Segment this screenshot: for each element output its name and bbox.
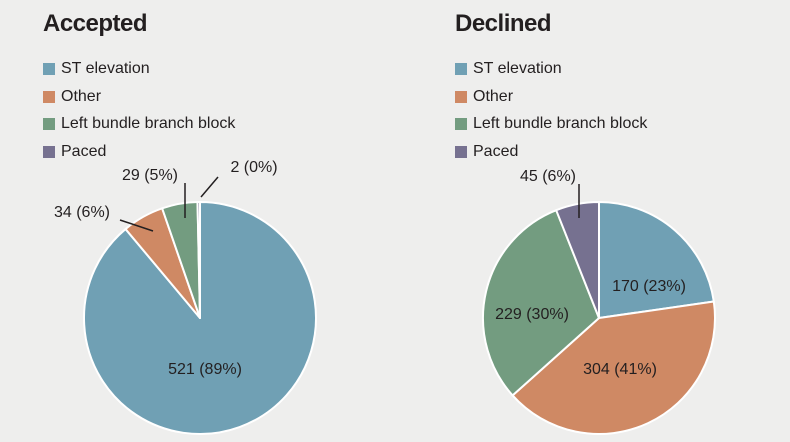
slice-data-label: 34 (6%) bbox=[54, 204, 110, 221]
accepted-panel: Accepted ST elevation Other Left bundle … bbox=[43, 10, 317, 435]
pie-slice-paced bbox=[196, 201, 201, 319]
legend-label: Left bundle branch block bbox=[61, 115, 236, 133]
legend-label: Other bbox=[61, 87, 102, 105]
legend-swatch bbox=[455, 62, 467, 75]
legend-label: Paced bbox=[473, 142, 519, 160]
legend-item: Paced bbox=[43, 138, 235, 166]
leader-line bbox=[200, 176, 219, 198]
slice-data-label: 29 (5%) bbox=[122, 167, 178, 184]
legend-label: ST elevation bbox=[473, 59, 562, 77]
slice-data-label: 521 (89%) bbox=[168, 361, 242, 378]
legend: ST elevation Other Left bundle branch bl… bbox=[455, 55, 647, 166]
legend-item: ST elevation bbox=[43, 55, 235, 83]
slice-data-label: 2 (0%) bbox=[230, 159, 277, 176]
legend-swatch bbox=[43, 145, 55, 158]
slice-data-label: 304 (41%) bbox=[583, 361, 657, 378]
legend-swatch bbox=[455, 90, 467, 103]
slice-data-label: 170 (23%) bbox=[612, 278, 686, 295]
legend-item: Left bundle branch block bbox=[455, 110, 647, 138]
legend-item: Other bbox=[43, 83, 235, 111]
chart-title: Accepted bbox=[43, 10, 148, 37]
slice-data-label: 45 (6%) bbox=[520, 168, 576, 185]
pie-slice-st-elevation bbox=[598, 201, 715, 319]
legend-item: Paced bbox=[455, 138, 647, 166]
legend-swatch bbox=[43, 62, 55, 75]
legend-swatch bbox=[455, 145, 467, 158]
legend-swatch bbox=[43, 90, 55, 103]
legend-swatch bbox=[455, 118, 467, 131]
legend-item: Left bundle branch block bbox=[43, 110, 235, 138]
accepted-pie: 521 (89%) 34 (6%) 29 (5%) 2 (0%) bbox=[54, 159, 317, 435]
legend-label: Paced bbox=[61, 142, 107, 160]
leader-line bbox=[119, 219, 154, 232]
legend-swatch bbox=[43, 118, 55, 131]
declined-panel: Declined ST elevation Other Left bundle … bbox=[395, 0, 790, 442]
pie-slice-other bbox=[511, 300, 716, 435]
legend-label: Other bbox=[473, 87, 514, 105]
legend: ST elevation Other Left bundle branch bl… bbox=[43, 55, 235, 166]
pie-slice-paced bbox=[555, 201, 600, 319]
chart-title: Declined bbox=[455, 10, 552, 37]
declined-pie: 170 (23%) 304 (41%) 229 (30%) 45 (6%) bbox=[482, 168, 716, 435]
legend-label: Left bundle branch block bbox=[473, 115, 648, 133]
slice-data-label: 229 (30%) bbox=[495, 306, 569, 323]
legend-item: Other bbox=[455, 83, 647, 111]
pie-slice-left-bundle-branch-block bbox=[482, 209, 600, 397]
legend-item: ST elevation bbox=[455, 55, 647, 83]
legend-label: ST elevation bbox=[61, 59, 150, 77]
